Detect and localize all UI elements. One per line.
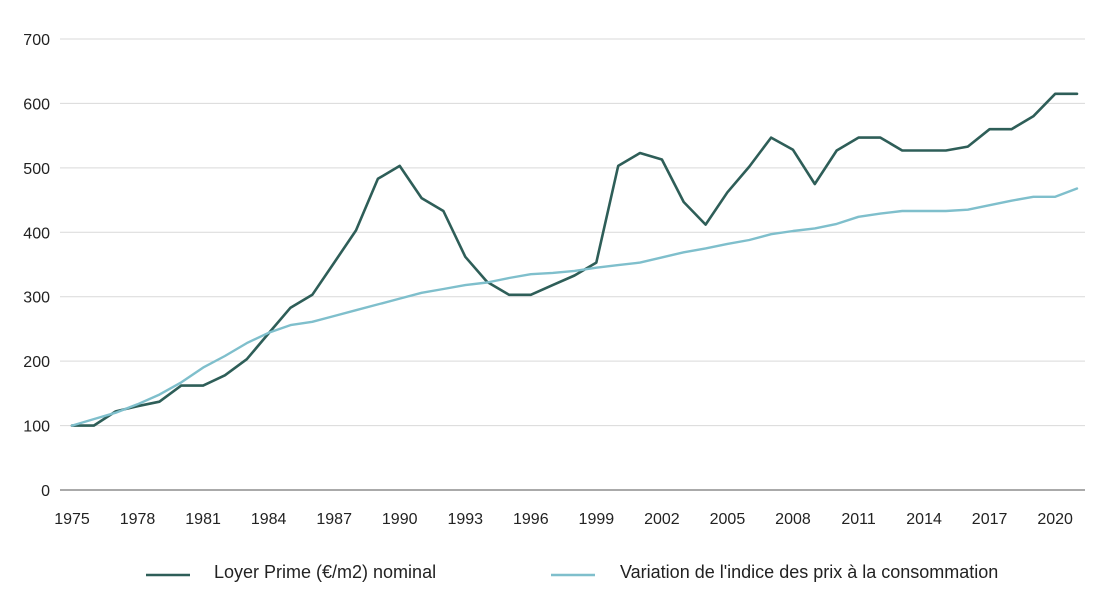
x-tick-label: 1978 (120, 511, 156, 528)
x-tick-label: 2005 (710, 511, 746, 528)
x-tick-label: 1981 (185, 511, 221, 528)
series-line-1 (70, 92, 1079, 427)
x-tick-label: 2002 (644, 511, 680, 528)
legend-label-1: Loyer Prime (€/m2) nominal (214, 562, 436, 582)
x-tick-label: 1975 (54, 511, 90, 528)
series-lines (70, 92, 1079, 427)
y-tick-label: 700 (23, 32, 50, 49)
y-tick-label: 0 (41, 483, 50, 500)
y-axis-tick-labels: 0 100 200 300 400 500 600 700 (23, 32, 50, 500)
x-tick-label: 1996 (513, 511, 549, 528)
x-tick-label: 1987 (316, 511, 352, 528)
series-line-2 (70, 187, 1079, 427)
gridlines (60, 38, 1085, 427)
x-tick-label: 2014 (906, 511, 942, 528)
x-tick-label: 2020 (1037, 511, 1073, 528)
x-axis-tick-labels: 1975 1978 1981 1984 1987 1990 1993 1996 1999 2002… (54, 511, 1073, 528)
y-tick-label: 600 (23, 96, 50, 113)
y-tick-label: 200 (23, 354, 50, 371)
x-tick-label: 1993 (447, 511, 483, 528)
y-tick-label: 400 (23, 225, 50, 242)
legend: Loyer Prime (€/m2) nominal Variation de l… (146, 562, 998, 582)
x-tick-label: 1999 (579, 511, 615, 528)
y-tick-label: 300 (23, 290, 50, 307)
x-tick-label: 1990 (382, 511, 418, 528)
x-tick-label: 1984 (251, 511, 287, 528)
x-tick-label: 2008 (775, 511, 811, 528)
y-tick-label: 500 (23, 161, 50, 178)
legend-label-2: Variation de l'indice des prix à la cons… (620, 562, 998, 582)
x-tick-label: 2011 (841, 511, 876, 528)
x-tick-label: 2017 (972, 511, 1008, 528)
y-tick-label: 100 (23, 419, 50, 436)
